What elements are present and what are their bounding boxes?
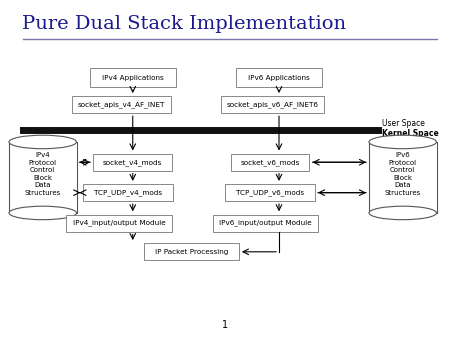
Text: TCP_UDP_v6_mods: TCP_UDP_v6_mods	[236, 189, 304, 196]
Text: IPv4
Protocol
Control
Block
Data
Structures: IPv4 Protocol Control Block Data Structu…	[25, 152, 61, 196]
Text: IP Packet Processing: IP Packet Processing	[154, 249, 228, 255]
Text: socket_v4_mods: socket_v4_mods	[103, 159, 162, 166]
FancyBboxPatch shape	[144, 243, 238, 260]
Text: socket_v6_mods: socket_v6_mods	[240, 159, 300, 166]
Ellipse shape	[369, 206, 436, 220]
Text: 1: 1	[222, 319, 228, 330]
Text: IPv6_input/output Module: IPv6_input/output Module	[219, 220, 312, 226]
Text: IPv4 Applications: IPv4 Applications	[102, 75, 164, 81]
FancyBboxPatch shape	[220, 96, 324, 113]
Text: socket_apis_v6_AF_INET6: socket_apis_v6_AF_INET6	[226, 101, 318, 108]
FancyBboxPatch shape	[94, 154, 172, 171]
FancyBboxPatch shape	[67, 215, 172, 232]
FancyBboxPatch shape	[90, 68, 176, 87]
FancyBboxPatch shape	[230, 154, 310, 171]
Text: Kernel Space: Kernel Space	[382, 129, 439, 138]
Bar	[9, 142, 77, 213]
Text: IPv6
Protocol
Control
Block
Data
Structures: IPv6 Protocol Control Block Data Structu…	[385, 152, 421, 196]
Text: Pure Dual Stack Implementation: Pure Dual Stack Implementation	[22, 15, 346, 33]
FancyBboxPatch shape	[236, 68, 322, 87]
Text: IPv4_input/output Module: IPv4_input/output Module	[73, 220, 166, 226]
Text: User Space: User Space	[382, 119, 425, 128]
Ellipse shape	[9, 206, 77, 220]
Ellipse shape	[9, 135, 77, 149]
FancyBboxPatch shape	[72, 96, 171, 113]
Ellipse shape	[369, 135, 436, 149]
Bar	[369, 142, 436, 213]
FancyBboxPatch shape	[212, 215, 319, 232]
Text: IPv6 Applications: IPv6 Applications	[248, 75, 310, 81]
FancyBboxPatch shape	[225, 184, 315, 201]
FancyBboxPatch shape	[83, 184, 173, 201]
Text: socket_apis_v4_AF_INET: socket_apis_v4_AF_INET	[78, 101, 165, 108]
Text: TCP_UDP_v4_mods: TCP_UDP_v4_mods	[94, 189, 162, 196]
